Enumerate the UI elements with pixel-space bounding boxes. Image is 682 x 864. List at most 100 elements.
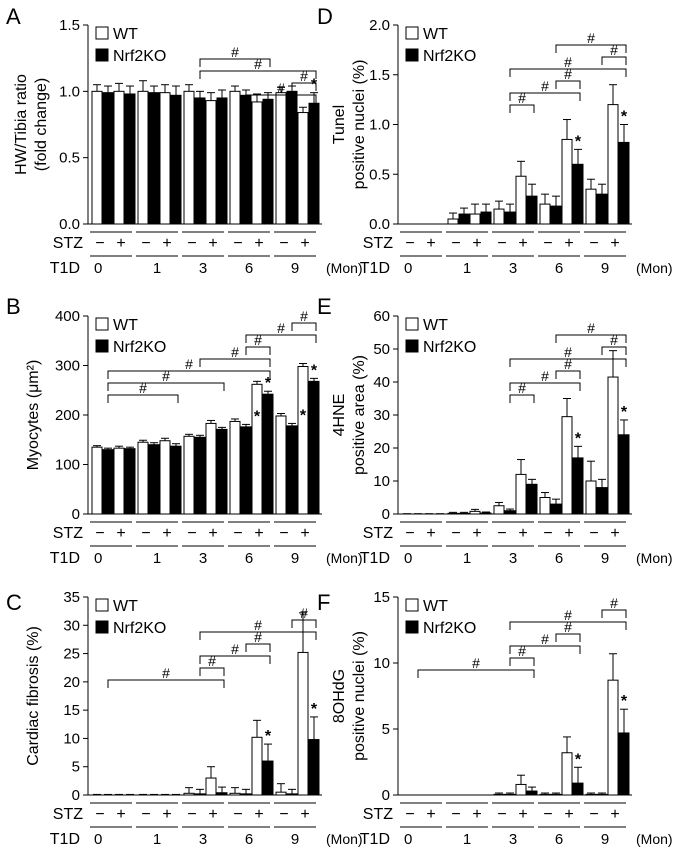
significance-bracket <box>245 334 317 343</box>
y-axis-label: HW/Tibia ratio <box>13 74 30 175</box>
y-tick-label: 0 <box>382 787 390 804</box>
stz-plus: + <box>472 806 481 823</box>
significance-bracket <box>107 370 271 379</box>
stz-plus: + <box>518 806 527 823</box>
y-tick-label: 2.0 <box>369 17 390 34</box>
bar <box>596 487 608 515</box>
stz-minus: − <box>543 235 552 252</box>
bar <box>308 102 320 225</box>
significance-bracket <box>245 346 271 355</box>
stz-plus: + <box>610 235 619 252</box>
t1d-label: T1D <box>50 831 80 848</box>
stz-plus: + <box>564 235 573 252</box>
significance-bracket <box>509 68 627 77</box>
month-label: 3 <box>509 831 517 848</box>
bar <box>124 93 136 225</box>
month-label: 6 <box>555 831 563 848</box>
bar <box>251 101 263 225</box>
stz-minus: − <box>497 235 506 252</box>
bar <box>550 503 562 515</box>
stz-plus: + <box>116 525 125 542</box>
bar <box>113 90 125 225</box>
significance-bracket <box>509 645 581 654</box>
bar <box>170 445 182 515</box>
month-label: 3 <box>509 550 517 567</box>
stz-minus: − <box>497 806 506 823</box>
significance-hash: # <box>610 595 618 611</box>
month-label: 0 <box>404 260 412 277</box>
stz-minus: − <box>233 806 242 823</box>
significance-hash: # <box>587 30 595 46</box>
bar <box>229 90 241 225</box>
significance-bracket <box>245 94 317 103</box>
significance-bracket <box>245 643 271 652</box>
bar <box>183 435 195 515</box>
significance-bracket <box>199 631 317 640</box>
significance-hash: # <box>231 344 239 360</box>
significance-hash: # <box>231 44 239 60</box>
y-tick-label: 0.0 <box>59 216 80 233</box>
t1d-label: T1D <box>50 550 80 567</box>
stz-minus: − <box>187 235 196 252</box>
bar <box>539 203 551 225</box>
stz-plus: + <box>300 806 309 823</box>
stz-plus: + <box>208 806 217 823</box>
bar <box>194 436 206 515</box>
stz-plus: + <box>208 525 217 542</box>
y-tick-label: 1.0 <box>59 83 80 100</box>
t1d-label: T1D <box>50 260 80 277</box>
significance-bracket <box>509 92 581 101</box>
stz-minus: − <box>95 525 104 542</box>
panel-letter: A <box>6 4 21 29</box>
significance-bracket <box>199 667 225 676</box>
significance-hash: # <box>254 617 262 633</box>
bar <box>91 446 103 515</box>
significance-star: * <box>311 362 318 379</box>
bar <box>183 792 195 796</box>
y-tick-label: 15 <box>63 702 80 719</box>
stz-minus: − <box>451 235 460 252</box>
significance-star: * <box>621 693 628 710</box>
bar <box>148 444 160 515</box>
bar <box>240 793 252 796</box>
significance-bracket <box>107 394 179 403</box>
y-tick-label: 20 <box>63 674 80 691</box>
significance-bracket <box>417 669 535 678</box>
y-tick-label: 10 <box>373 655 390 672</box>
stz-plus: + <box>208 235 217 252</box>
stz-minus: − <box>451 525 460 542</box>
stz-plus: + <box>426 525 435 542</box>
month-label: 3 <box>199 260 207 277</box>
bar <box>447 218 459 225</box>
stz-plus: + <box>254 806 263 823</box>
y-tick-label: 0.0 <box>369 216 390 233</box>
stz-label: STZ <box>53 235 83 252</box>
month-label: 1 <box>153 550 161 567</box>
bar <box>91 90 103 225</box>
legend-label-ko: Nrf2KO <box>113 339 166 356</box>
stz-minus: − <box>141 525 150 542</box>
y-axis-label: positive area (%) <box>351 355 368 475</box>
significance-hash: # <box>610 332 618 348</box>
y-tick-label: 15 <box>373 589 390 606</box>
significance-star: * <box>621 404 628 421</box>
significance-bracket <box>509 104 535 113</box>
stz-plus: + <box>162 235 171 252</box>
bar <box>458 213 470 225</box>
bar <box>262 98 274 225</box>
bar <box>229 792 241 796</box>
stz-minus: − <box>589 806 598 823</box>
significance-bracket <box>555 633 581 642</box>
y-tick-label: 200 <box>55 407 80 424</box>
bar <box>240 426 252 515</box>
stz-minus: − <box>589 235 598 252</box>
significance-hash: # <box>254 332 262 348</box>
y-axis-label: positive nuclei (%) <box>351 631 368 761</box>
y-tick-label: 30 <box>63 617 80 634</box>
bar <box>550 205 562 225</box>
unit-label: (Mon) <box>326 831 363 847</box>
month-label: 3 <box>199 831 207 848</box>
panel-letter: E <box>317 294 332 319</box>
bar <box>572 782 584 796</box>
